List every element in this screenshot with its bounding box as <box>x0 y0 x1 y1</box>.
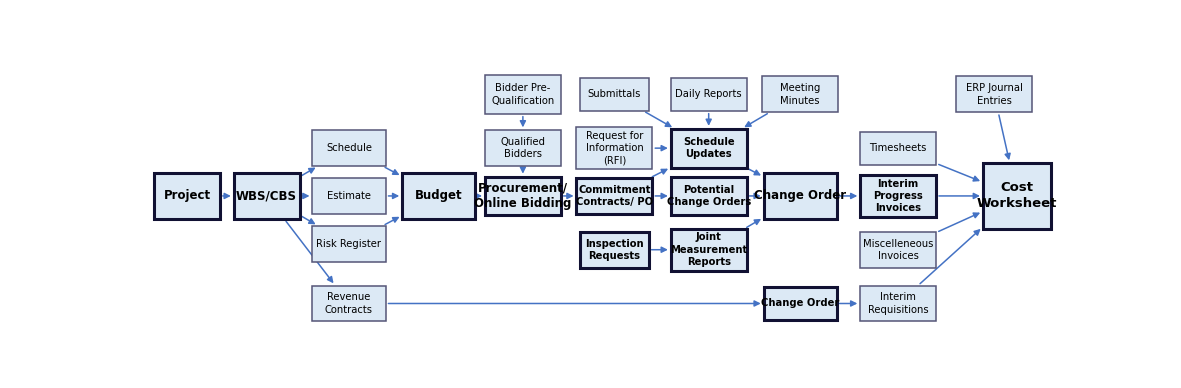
Text: Budget: Budget <box>415 189 463 203</box>
Text: Risk Register: Risk Register <box>317 239 381 249</box>
Text: ERP Journal
Entries: ERP Journal Entries <box>966 83 1023 106</box>
FancyBboxPatch shape <box>671 78 746 111</box>
FancyBboxPatch shape <box>154 173 220 219</box>
Text: Change Order: Change Order <box>755 189 847 203</box>
FancyBboxPatch shape <box>312 226 385 262</box>
FancyBboxPatch shape <box>312 178 385 214</box>
Text: Daily Reports: Daily Reports <box>676 89 742 99</box>
FancyBboxPatch shape <box>576 178 652 214</box>
FancyBboxPatch shape <box>580 78 648 111</box>
FancyBboxPatch shape <box>957 76 1032 112</box>
Text: Miscelleneous
Invoices: Miscelleneous Invoices <box>863 239 933 261</box>
Text: Timesheets: Timesheets <box>869 143 927 153</box>
FancyBboxPatch shape <box>671 177 746 215</box>
FancyBboxPatch shape <box>764 173 837 219</box>
FancyBboxPatch shape <box>762 76 839 112</box>
FancyBboxPatch shape <box>576 127 652 169</box>
Text: Inspection
Requests: Inspection Requests <box>585 239 644 261</box>
Text: Project: Project <box>163 189 210 203</box>
Text: Bidder Pre-
Qualification: Bidder Pre- Qualification <box>491 83 555 106</box>
FancyBboxPatch shape <box>485 75 561 114</box>
Text: Potential
Change Orders: Potential Change Orders <box>666 185 751 207</box>
Text: Estimate: Estimate <box>327 191 371 201</box>
FancyBboxPatch shape <box>671 129 746 168</box>
Text: Interim
Progress
Invoices: Interim Progress Invoices <box>873 178 924 213</box>
Text: WBS/CBS: WBS/CBS <box>236 189 298 203</box>
FancyBboxPatch shape <box>485 130 561 166</box>
FancyBboxPatch shape <box>312 130 385 166</box>
FancyBboxPatch shape <box>402 173 475 219</box>
FancyBboxPatch shape <box>234 173 300 219</box>
Text: Cost
Worksheet: Cost Worksheet <box>977 182 1057 210</box>
FancyBboxPatch shape <box>860 286 937 321</box>
Text: Qualified
Bidders: Qualified Bidders <box>501 137 546 159</box>
Text: Meeting
Minutes: Meeting Minutes <box>779 83 821 106</box>
FancyBboxPatch shape <box>580 232 648 268</box>
Text: Revenue
Contracts: Revenue Contracts <box>325 292 373 315</box>
Text: Interim
Requisitions: Interim Requisitions <box>868 292 928 315</box>
Text: Procurement/
Online Bidding: Procurement/ Online Bidding <box>475 182 572 210</box>
FancyBboxPatch shape <box>860 175 937 217</box>
Text: Schedule: Schedule <box>326 143 372 153</box>
FancyBboxPatch shape <box>764 287 837 320</box>
FancyBboxPatch shape <box>671 229 746 271</box>
Text: Commitment
Contracts/ PO: Commitment Contracts/ PO <box>576 185 653 207</box>
Text: Submittals: Submittals <box>588 89 641 99</box>
Text: Request for
Information
(RFI): Request for Information (RFI) <box>586 131 644 166</box>
FancyBboxPatch shape <box>312 286 385 321</box>
Text: Schedule
Updates: Schedule Updates <box>683 137 735 159</box>
FancyBboxPatch shape <box>983 163 1051 229</box>
Text: Joint
Measurement
Reports: Joint Measurement Reports <box>670 232 748 267</box>
Text: Change Order: Change Order <box>761 298 840 308</box>
FancyBboxPatch shape <box>485 177 561 215</box>
FancyBboxPatch shape <box>860 232 937 268</box>
FancyBboxPatch shape <box>860 132 937 165</box>
